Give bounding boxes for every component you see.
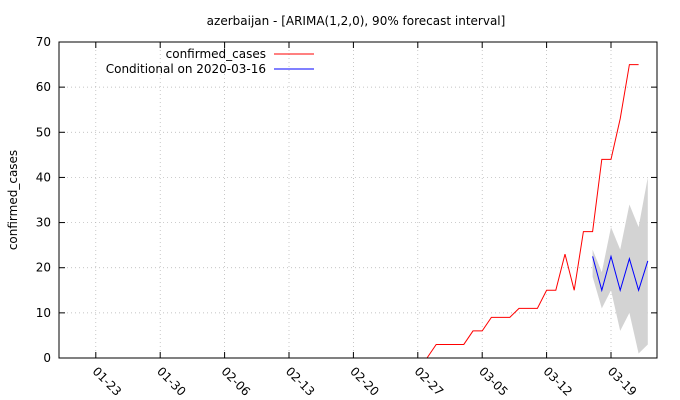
- x-tick-label: 02-27: [412, 364, 447, 399]
- forecast-interval-band: [592, 177, 648, 354]
- y-tick-label: 30: [36, 216, 51, 230]
- plot-border: [58, 41, 658, 359]
- grid-layer: [59, 42, 657, 358]
- legend-label-confirmed: confirmed_cases: [166, 47, 266, 61]
- x-tick-label: 02-13: [283, 364, 318, 399]
- chart-title: azerbaijan - [ARIMA(1,2,0), 90% forecast…: [207, 14, 506, 28]
- conditional-forecast-line: [592, 254, 649, 293]
- confirmed-cases-line: [426, 64, 639, 359]
- y-tick-label: 60: [36, 80, 51, 94]
- y-tick-label: 0: [43, 351, 51, 365]
- legend: confirmed_cases Conditional on 2020-03-1…: [106, 47, 314, 76]
- x-tick-label: 03-19: [605, 364, 640, 399]
- y-axis-label: confirmed_cases: [6, 150, 20, 250]
- x-tick-label: 01-23: [90, 364, 125, 399]
- forecast-band-layer: [592, 177, 648, 354]
- x-tick-label: 02-06: [218, 364, 253, 399]
- y-tick-label: 50: [36, 125, 51, 139]
- legend-label-conditional: Conditional on 2020-03-16: [106, 62, 266, 76]
- series-layer: [426, 64, 649, 359]
- x-tick-label: 01-30: [154, 364, 189, 399]
- y-tick-label: 20: [36, 261, 51, 275]
- axis-layer: 0 10 20 30 40 50 60 70 01-23 01-30 02-06 02-13 02-20…: [36, 35, 658, 399]
- y-tick-label: 40: [36, 170, 51, 184]
- y-tick-label: 70: [36, 35, 51, 49]
- x-tick-label: 02-20: [347, 364, 382, 399]
- x-tick-label: 03-05: [476, 364, 511, 399]
- x-tick-label: 03-12: [540, 364, 575, 399]
- y-tick-label: 10: [36, 306, 51, 320]
